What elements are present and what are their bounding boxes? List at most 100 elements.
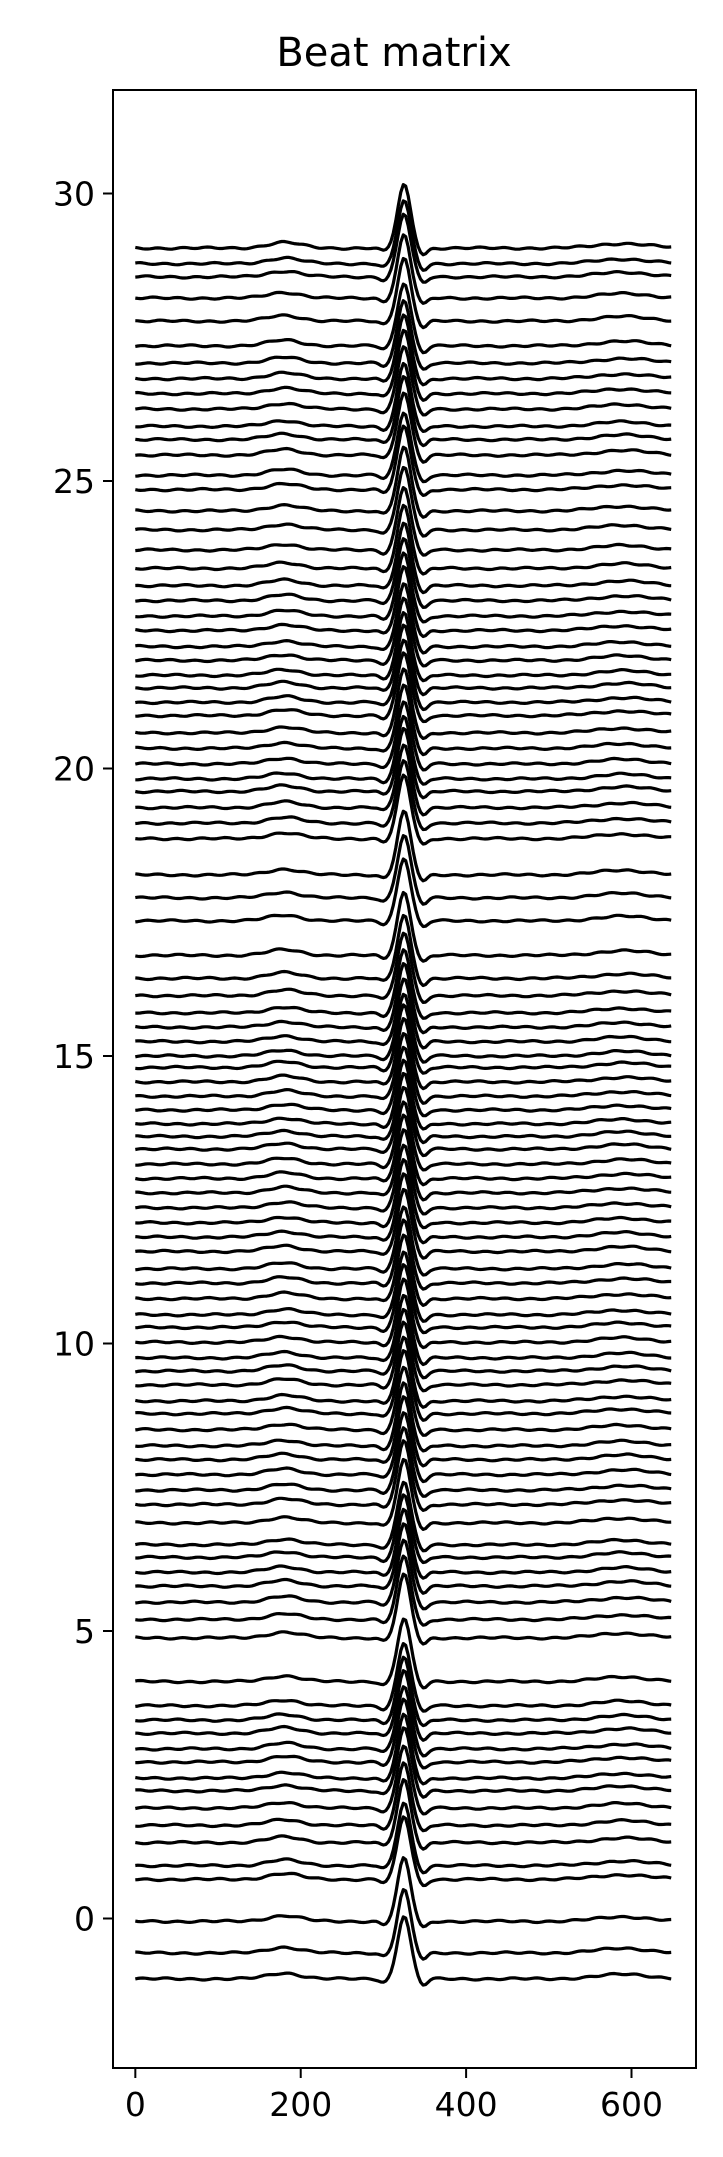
beat-trace <box>134 313 672 387</box>
y-tick-label: 25 <box>53 462 95 501</box>
beat-trace <box>134 667 672 740</box>
beat-trace <box>135 1778 672 1851</box>
beat-trace <box>135 345 672 417</box>
beat-trace <box>135 1538 672 1611</box>
beat-trace <box>134 726 672 800</box>
beat-trace <box>135 1032 672 1105</box>
beat-trace <box>135 282 672 355</box>
beat-trace <box>135 1218 672 1291</box>
beat-trace <box>135 1507 672 1580</box>
x-axis: 0 200 400 600 <box>125 2068 663 2124</box>
chart-title: Beat matrix <box>276 30 511 76</box>
trace-group <box>134 183 672 1987</box>
beat-trace <box>135 521 672 595</box>
beat-trace <box>135 1320 672 1393</box>
beat-trace <box>135 1801 672 1875</box>
beat-trace <box>135 1263 672 1335</box>
beat-trace <box>135 1293 672 1367</box>
y-tick-label: 10 <box>53 1325 95 1364</box>
beat-trace <box>135 1761 672 1833</box>
beat-trace <box>135 683 672 757</box>
beat-trace <box>135 1697 672 1770</box>
beat-trace <box>135 1572 672 1646</box>
beat-trace <box>135 1554 672 1627</box>
beat-trace <box>135 809 672 883</box>
beat-trace <box>135 551 672 624</box>
beat-trace <box>135 1100 672 1172</box>
beat-trace <box>135 834 672 906</box>
beat-trace <box>135 1003 672 1075</box>
beat-trace <box>135 1522 672 1595</box>
beat-trace <box>135 486 672 557</box>
y-axis: 0 5 10 15 20 25 30 <box>53 175 113 1939</box>
beat-trace <box>135 759 672 832</box>
beat-trace <box>135 638 672 712</box>
beat-trace <box>135 623 672 697</box>
beat-trace <box>134 1113 672 1187</box>
x-tick-label: 400 <box>435 2085 498 2124</box>
beat-trace <box>134 465 672 538</box>
beat-trace <box>135 1071 672 1145</box>
beat-trace <box>135 1143 672 1216</box>
beat-trace <box>135 1045 672 1118</box>
beat-trace <box>135 977 672 1050</box>
beat-trace <box>135 1128 672 1202</box>
beat-trace <box>135 256 672 330</box>
beat-trace <box>135 1277 672 1350</box>
beat-trace <box>135 1856 672 1929</box>
y-tick-label: 15 <box>53 1037 95 1076</box>
beat-trace <box>135 1365 672 1437</box>
beat-trace <box>135 651 672 724</box>
beat-trace <box>135 1815 672 1888</box>
beat-trace <box>135 565 672 639</box>
beat-trace <box>135 328 672 402</box>
y-tick-label: 20 <box>53 750 95 789</box>
beat-trace <box>134 1307 672 1380</box>
beat-trace <box>135 391 672 464</box>
beat-trace <box>134 700 672 772</box>
beat-trace <box>135 611 672 683</box>
beat-trace <box>135 1426 672 1498</box>
beat-trace <box>134 992 672 1064</box>
beat-trace <box>135 1085 672 1158</box>
y-tick-label: 0 <box>74 1900 95 1939</box>
beat-trace <box>135 299 672 371</box>
beat-trace <box>135 1493 672 1565</box>
beat-trace <box>135 1888 672 1961</box>
beat-trace <box>135 1655 672 1728</box>
beat-trace <box>135 913 672 988</box>
x-tick-label: 200 <box>269 2085 332 2124</box>
beat-trace <box>135 1205 672 1277</box>
beat-trace <box>135 1411 672 1484</box>
beat-trace <box>134 1744 672 1816</box>
beat-trace <box>135 1395 672 1468</box>
beat-trace <box>135 411 672 484</box>
beat-trace <box>135 1017 672 1091</box>
beat-trace <box>135 931 672 1004</box>
beat-trace <box>135 212 672 284</box>
beat-trace <box>135 773 672 846</box>
beat-trace <box>135 857 672 929</box>
beat-trace <box>135 1457 672 1531</box>
beat-trace <box>135 375 672 448</box>
beat-trace <box>135 503 672 576</box>
beat-trace <box>135 1058 672 1131</box>
beat-trace <box>135 1158 672 1230</box>
beat-trace <box>135 1712 672 1786</box>
beat-trace <box>135 233 672 305</box>
beat-trace <box>135 1726 672 1799</box>
beat-trace <box>135 948 672 1020</box>
beat-trace <box>135 537 672 609</box>
beat-trace <box>135 890 672 963</box>
beat-trace <box>134 1439 672 1512</box>
beat-trace <box>135 1617 672 1690</box>
plot-frame <box>112 89 697 2069</box>
y-tick-label: 5 <box>74 1612 95 1651</box>
beat-trace <box>135 714 672 786</box>
beat-trace <box>135 743 672 817</box>
beat-trace <box>135 1349 672 1422</box>
beat-trace <box>135 424 672 497</box>
x-tick-label: 0 <box>125 2085 146 2124</box>
beat-trace <box>135 1642 672 1713</box>
